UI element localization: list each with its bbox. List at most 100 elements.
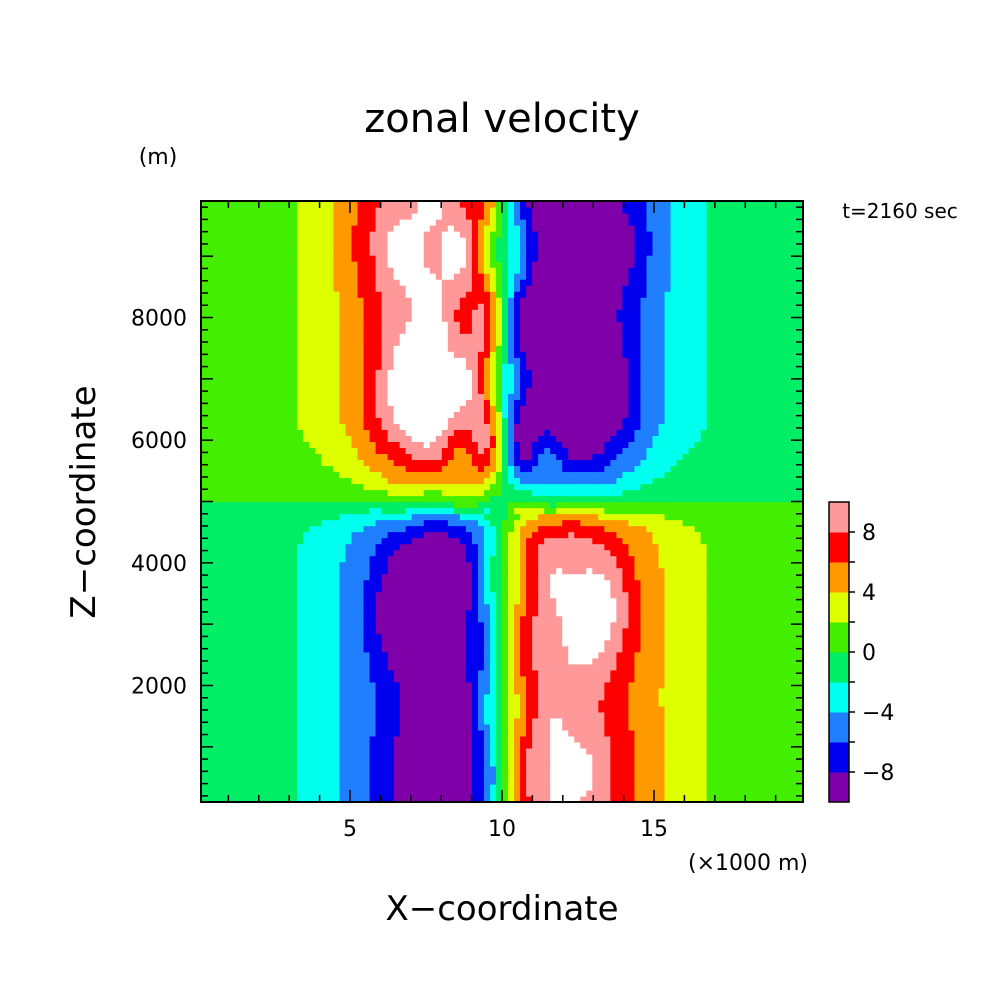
field-cell (640, 531, 648, 539)
field-cell (718, 705, 726, 713)
field-cell (568, 567, 575, 575)
field-cell (502, 573, 509, 581)
field-cell (477, 669, 485, 677)
field-cell (652, 687, 660, 695)
field-cell (321, 501, 329, 509)
field-cell (261, 537, 268, 545)
field-cell (712, 525, 720, 533)
field-cell (520, 555, 527, 563)
field-cell (357, 609, 365, 617)
field-cell (381, 663, 389, 671)
field-cell (393, 777, 401, 785)
field-cell (766, 699, 774, 707)
field-cell (526, 789, 533, 797)
field-cell (483, 597, 491, 605)
field-cell (730, 525, 738, 533)
field-cell (520, 705, 527, 713)
field-cell (514, 579, 521, 587)
field-cell (616, 771, 623, 779)
field-cell (760, 771, 768, 779)
field-cell (658, 657, 666, 665)
field-cell (261, 675, 268, 683)
field-cell (345, 531, 353, 539)
field-cell (580, 543, 587, 551)
field-cell (514, 687, 521, 695)
field-cell (237, 585, 244, 593)
field-cell (514, 717, 521, 725)
field-cell (706, 711, 714, 719)
field-cell (381, 585, 389, 593)
field-cell (465, 633, 473, 641)
field-cell (766, 525, 774, 533)
field-cell (724, 705, 732, 713)
field-cell (249, 729, 256, 737)
field-cell (315, 711, 322, 719)
field-cell (345, 699, 353, 707)
field-cell (544, 513, 551, 521)
field-cell (652, 747, 660, 755)
field-cell (207, 633, 214, 641)
field-cell (634, 675, 642, 683)
field-cell (682, 531, 690, 539)
field-cell (393, 645, 401, 653)
field-cell (790, 621, 798, 629)
field-cell (772, 615, 780, 623)
field-cell (682, 543, 690, 551)
field-cell (748, 633, 756, 641)
field-cell (616, 705, 623, 713)
field-cell (393, 579, 401, 587)
field-cell (682, 783, 690, 791)
field-cell (201, 735, 208, 743)
field-cell (399, 705, 407, 713)
field-cell (291, 543, 298, 551)
field-cell (778, 603, 786, 611)
field-cell (538, 627, 545, 635)
field-cell (303, 585, 310, 593)
field-cell (706, 633, 714, 641)
field-cell (339, 585, 347, 593)
field-cell (489, 663, 497, 671)
field-cell (574, 723, 581, 731)
field-cell (351, 627, 359, 635)
field-cell (321, 651, 329, 659)
field-cell (429, 663, 437, 671)
field-cell (243, 711, 250, 719)
field-cell (315, 693, 322, 701)
field-cell (279, 753, 286, 761)
field-cell (231, 633, 238, 641)
field-cell (351, 771, 359, 779)
field-cell (429, 621, 437, 629)
field-cell (483, 789, 491, 797)
field-cell (706, 759, 714, 767)
field-cell (207, 759, 214, 767)
field-cell (231, 651, 238, 659)
field-cell (544, 645, 551, 653)
field-cell (273, 549, 280, 557)
field-cell (784, 585, 792, 593)
field-cell (477, 513, 485, 521)
field-cell (778, 723, 786, 731)
field-cell (285, 639, 292, 647)
field-cell (712, 573, 720, 581)
field-cell (646, 735, 654, 743)
field-cell (459, 741, 467, 749)
field-cell (526, 771, 533, 779)
field-cell (682, 735, 690, 743)
field-cell (580, 621, 587, 629)
field-cell (790, 519, 798, 527)
field-cell (267, 693, 274, 701)
field-cell (796, 573, 803, 581)
field-cell (201, 531, 208, 539)
field-cell (580, 591, 587, 599)
field-cell (303, 729, 310, 737)
field-cell (664, 561, 672, 569)
field-cell (526, 699, 533, 707)
field-cell (760, 669, 768, 677)
field-cell (580, 777, 587, 785)
field-cell (237, 567, 244, 575)
field-cell (315, 729, 322, 737)
field-cell (477, 687, 485, 695)
field-cell (285, 687, 292, 695)
field-cell (297, 591, 304, 599)
field-cell (429, 531, 437, 539)
